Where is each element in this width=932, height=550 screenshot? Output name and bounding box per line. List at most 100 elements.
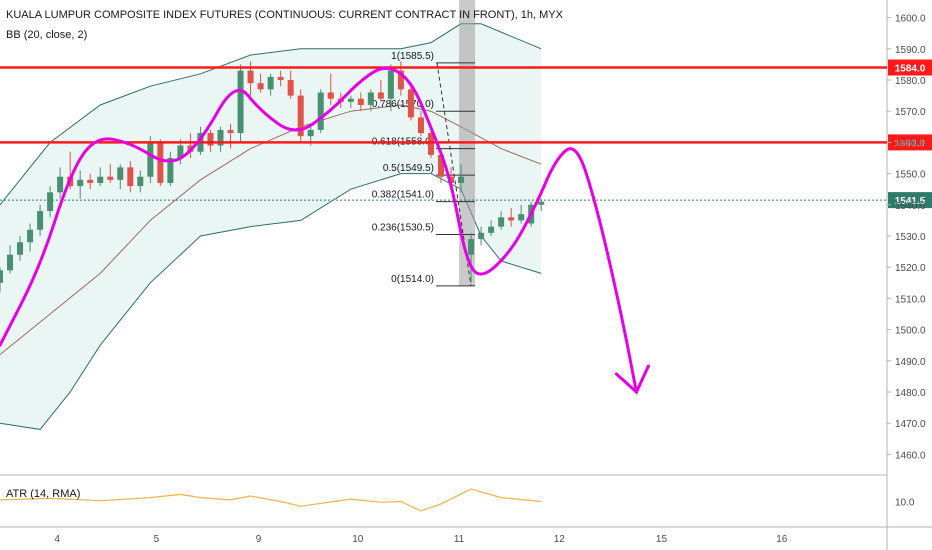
candle-body bbox=[448, 176, 455, 183]
candle-body bbox=[237, 70, 244, 134]
candle-body bbox=[257, 83, 264, 90]
candle-body bbox=[147, 142, 154, 177]
candle-body bbox=[538, 201, 545, 205]
candle-body bbox=[468, 239, 475, 255]
candle-body bbox=[267, 76, 274, 90]
x-tick-label: 16 bbox=[776, 534, 788, 545]
last-price-label: 1541.5 bbox=[895, 196, 926, 207]
candle-body bbox=[508, 217, 515, 221]
candle-body bbox=[127, 167, 134, 187]
candle-body bbox=[247, 70, 254, 84]
candle-body bbox=[217, 129, 224, 146]
time-axis: 4 5 9 10 11 12 15 16 bbox=[54, 534, 787, 545]
candle-body bbox=[427, 133, 434, 155]
drawn-arrow-head bbox=[614, 364, 650, 395]
candle-body bbox=[437, 154, 444, 177]
x-tick-label: 11 bbox=[454, 534, 465, 545]
y-tick-label: 1520.0 bbox=[895, 263, 926, 274]
y-tick-label: 1470.0 bbox=[895, 419, 926, 430]
candle-body bbox=[287, 80, 294, 96]
fib-level-label: 0.5(1549.5) bbox=[383, 163, 434, 174]
candle-body bbox=[7, 254, 14, 271]
x-tick-label: 4 bbox=[54, 534, 60, 545]
y-tick-label: 1600.0 bbox=[895, 14, 926, 25]
x-tick-label: 10 bbox=[352, 534, 364, 545]
candle-body bbox=[177, 145, 184, 158]
y-tick-label: 1490.0 bbox=[895, 357, 926, 368]
level-price-tag bbox=[888, 134, 932, 151]
fib-trend-line bbox=[436, 62, 472, 286]
price-axis: 1460.0 1470.0 1480.0 1490.0 1500.0 1510.0 1520… bbox=[887, 14, 926, 461]
y-tick-label: 1560.0 bbox=[895, 138, 926, 149]
atr-tick-label: 10.0 bbox=[895, 498, 915, 509]
y-tick-label: 1540.0 bbox=[895, 201, 926, 212]
fib-level-label: 1(1585.5) bbox=[391, 51, 434, 62]
hand-drawing bbox=[0, 66, 650, 395]
candle-body bbox=[407, 89, 414, 118]
y-tick-label: 1510.0 bbox=[895, 294, 926, 305]
candle-body bbox=[137, 176, 144, 187]
chart-title: KUALA LUMPUR COMPOSITE INDEX FUTURES (CO… bbox=[6, 9, 563, 21]
x-tick-label: 9 bbox=[256, 534, 262, 545]
x-tick-label: 12 bbox=[554, 534, 566, 545]
candle-body bbox=[87, 179, 94, 183]
candle-body bbox=[377, 92, 384, 99]
atr-pane: 10.0 bbox=[0, 488, 915, 512]
candle-body bbox=[357, 98, 364, 105]
fib-level-label: 0.382(1541.0) bbox=[372, 190, 434, 201]
candle-body bbox=[97, 176, 104, 183]
y-tick-label: 1580.0 bbox=[895, 76, 926, 87]
candle-body bbox=[367, 92, 374, 105]
fib-level-label: 0.786(1570.0) bbox=[372, 99, 434, 110]
candle-body bbox=[387, 70, 394, 99]
candle-body bbox=[518, 214, 525, 221]
y-tick-label: 1590.0 bbox=[895, 45, 926, 56]
candle-body bbox=[307, 129, 314, 137]
atr-line bbox=[0, 488, 542, 512]
candle-body bbox=[0, 270, 3, 283]
y-tick-label: 1530.0 bbox=[895, 232, 926, 243]
candle-body bbox=[297, 95, 304, 137]
bb-fill bbox=[0, 23, 542, 430]
candle-body bbox=[227, 129, 234, 134]
level-price-label: 1584.0 bbox=[895, 64, 926, 75]
y-tick-label: 1480.0 bbox=[895, 388, 926, 399]
candle-body bbox=[77, 179, 84, 187]
y-tick-label: 1460.0 bbox=[895, 450, 926, 461]
y-tick-label: 1570.0 bbox=[895, 107, 926, 118]
candle-body bbox=[478, 232, 485, 240]
candle-body bbox=[488, 226, 495, 233]
candle-body bbox=[17, 242, 24, 255]
atr-label: ATR (14, RMA) bbox=[6, 488, 81, 500]
candle-body bbox=[107, 176, 114, 180]
candle-body bbox=[317, 92, 324, 130]
indicator-label: BB (20, close, 2) bbox=[6, 29, 88, 41]
candle-body bbox=[27, 229, 34, 243]
candle-body bbox=[397, 70, 404, 90]
candle-body bbox=[167, 158, 174, 183]
fib-level-label: 0.236(1530.5) bbox=[372, 222, 434, 233]
last-price-tag bbox=[888, 192, 932, 209]
candle-body bbox=[347, 98, 354, 102]
candle-body bbox=[47, 192, 54, 212]
candle-body bbox=[277, 76, 284, 80]
x-tick-label: 15 bbox=[656, 534, 668, 545]
candle-body bbox=[417, 117, 424, 134]
level-price-tag bbox=[888, 59, 932, 76]
x-tick-label: 5 bbox=[154, 534, 160, 545]
level-lines: 1584.0 1560.0 1541.5 bbox=[0, 59, 932, 209]
candle-body bbox=[117, 167, 124, 180]
candle-body bbox=[207, 133, 214, 146]
candle-body bbox=[57, 176, 64, 193]
level-price-label: 1560.0 bbox=[895, 138, 926, 149]
fib-level-label: 0(1514.0) bbox=[391, 274, 434, 285]
y-tick-label: 1500.0 bbox=[895, 326, 926, 337]
candle-body bbox=[498, 217, 505, 227]
candle-body bbox=[327, 92, 334, 99]
drawn-projection-curve bbox=[0, 66, 638, 394]
candle-body bbox=[37, 211, 44, 230]
candle-body bbox=[157, 142, 164, 183]
y-tick-label: 1550.0 bbox=[895, 170, 926, 181]
candle-body bbox=[458, 176, 465, 183]
